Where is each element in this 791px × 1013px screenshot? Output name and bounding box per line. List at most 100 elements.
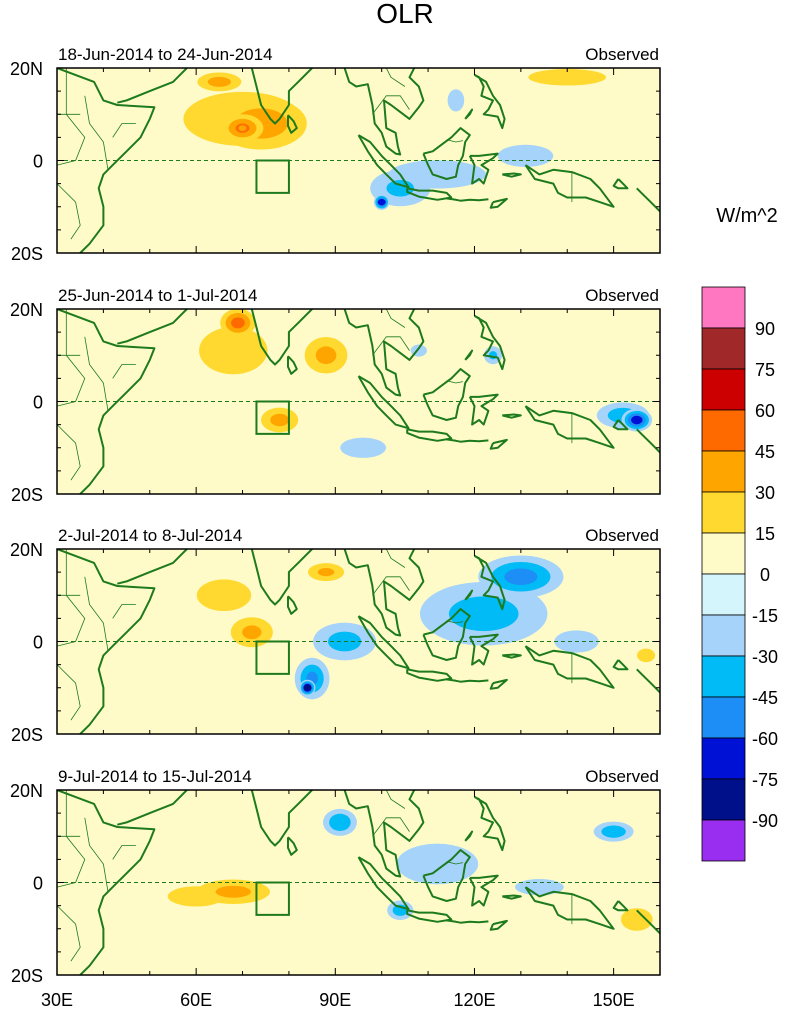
anomaly-peak	[451, 97, 460, 104]
coastline	[612, 178, 629, 190]
colorbar-swatch	[701, 614, 746, 657]
anomaly-peak	[632, 916, 641, 923]
colorbar-label: 90	[755, 319, 775, 339]
coastline	[343, 549, 425, 637]
coastline	[475, 537, 477, 539]
coastline	[636, 428, 660, 454]
coastline	[406, 187, 453, 201]
map-field	[57, 68, 660, 253]
panel-label: Observed	[585, 286, 659, 305]
colorbar-swatch	[701, 286, 746, 329]
x-tick-label: 150E	[593, 990, 635, 1010]
country-border	[84, 817, 109, 892]
anomaly-peak	[396, 907, 405, 914]
anomaly-peak	[308, 675, 317, 682]
anomaly-peak	[322, 569, 331, 576]
anomaly-peak	[233, 319, 242, 326]
chart-title: OLR	[376, 0, 434, 29]
coastline	[422, 368, 471, 421]
coastline	[422, 849, 471, 902]
coastline	[57, 309, 156, 494]
coastline	[612, 659, 629, 671]
y-tick-label: 0	[33, 393, 43, 413]
coastline	[287, 355, 298, 375]
y-tick-label: 20S	[11, 725, 43, 745]
colorbar-label: -90	[752, 811, 778, 831]
country-border	[84, 95, 109, 170]
panel-period: 2-Jul-2014 to 8-Jul-2014	[58, 526, 242, 545]
panel-label: Observed	[585, 45, 659, 64]
map-panel: 20N 0 20S 9-Jul-2014 to 15-Jul-2014 Observed	[10, 767, 661, 986]
colorbar-label: 15	[755, 524, 775, 544]
anomaly-peak	[563, 74, 572, 81]
coastline	[636, 668, 660, 694]
anomaly-peak	[516, 573, 525, 580]
coastline	[502, 894, 522, 900]
anomaly-peak	[275, 417, 284, 423]
coastline	[406, 668, 453, 682]
coastline	[636, 187, 660, 213]
anomaly-peak	[433, 861, 442, 867]
coastline	[475, 778, 477, 780]
coastline	[250, 790, 313, 847]
colorbar-swatch	[701, 696, 746, 739]
coastline	[636, 909, 660, 935]
country-border	[372, 336, 410, 356]
country-border	[57, 424, 81, 481]
country-border	[57, 905, 81, 962]
country-border	[57, 309, 86, 407]
y-tick-label: 20N	[10, 781, 43, 801]
coastline	[524, 405, 615, 449]
colorbar-label: -60	[752, 729, 778, 749]
coastline	[57, 549, 156, 734]
panel-period: 25-Jun-2014 to 1-Jul-2014	[58, 286, 257, 305]
country-border	[372, 817, 410, 837]
map-panels: 20N 0 20S 18-Jun-2014 to 24-Jun-2014 Observe…	[10, 45, 661, 986]
colorbar-swatch	[701, 368, 746, 411]
colorbar-label: -45	[752, 688, 778, 708]
colorbar-swatch	[701, 532, 746, 575]
map-field	[57, 537, 660, 734]
country-border	[84, 576, 109, 651]
panel-label: Observed	[585, 526, 659, 545]
coastline	[502, 653, 522, 659]
country-border	[57, 183, 81, 240]
coastline	[464, 830, 474, 842]
coastline	[464, 589, 474, 601]
anomaly-peak	[247, 629, 256, 636]
coastline	[406, 428, 453, 442]
colorbar-label: 0	[760, 565, 770, 585]
colorbar-label: -75	[752, 770, 778, 790]
map-panel: 20N 0 20S 18-Jun-2014 to 24-Jun-2014 Observe…	[10, 45, 661, 264]
coastline	[446, 197, 489, 202]
colorbar-swatch	[701, 778, 746, 821]
coastline	[489, 919, 508, 931]
y-tick-label: 20N	[10, 540, 43, 560]
anomaly-peak	[229, 888, 238, 895]
coastline	[489, 438, 508, 450]
x-tick-label: 120E	[453, 990, 495, 1010]
colorbar-label: 30	[755, 483, 775, 503]
coastline	[502, 172, 522, 178]
coastline	[524, 645, 615, 689]
coastline	[468, 152, 499, 185]
anomaly-peak	[377, 199, 386, 206]
x-tick-label: 90E	[319, 990, 351, 1010]
panel-period: 18-Jun-2014 to 24-Jun-2014	[58, 45, 273, 64]
coastline	[473, 315, 506, 371]
colorbar-label: 60	[755, 401, 775, 421]
coastline	[287, 595, 298, 615]
country-border	[112, 845, 136, 860]
country-border	[446, 620, 463, 624]
country-border	[112, 123, 136, 138]
region-box	[255, 881, 290, 916]
anomaly-peak	[479, 610, 488, 617]
anomaly-peak	[396, 185, 405, 192]
colorbar-swatch	[701, 573, 746, 616]
colorbar-label: 75	[755, 360, 775, 380]
coastline	[446, 678, 489, 683]
coastline	[250, 68, 313, 125]
colorbar-label: -30	[752, 647, 778, 667]
y-tick-label: 20S	[11, 244, 43, 264]
